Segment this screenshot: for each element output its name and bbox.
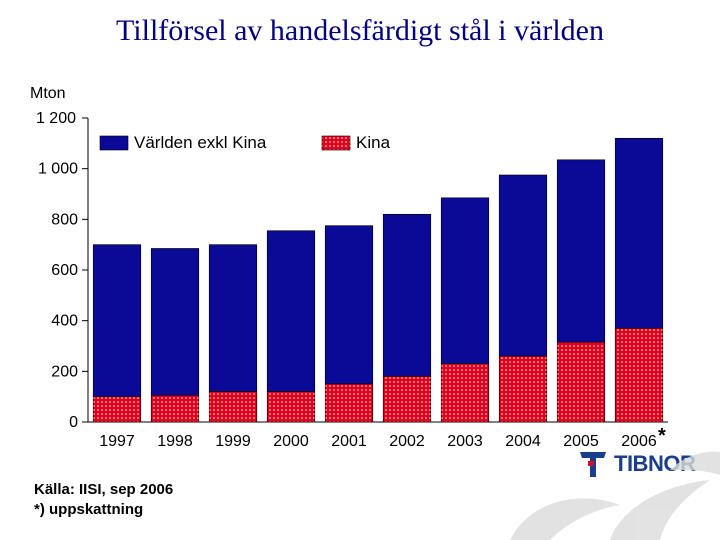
y-tick-label: 1 000 bbox=[38, 161, 78, 178]
bar-china bbox=[382, 376, 432, 423]
x-tick-label: 2003 bbox=[447, 433, 483, 450]
legend-china-swatch bbox=[321, 135, 351, 151]
bar-china bbox=[266, 391, 316, 423]
bar-world-ex-china bbox=[92, 244, 142, 397]
y-tick-label: 200 bbox=[51, 363, 78, 380]
legend-world-ex-china-swatch bbox=[99, 135, 129, 151]
bar-world-ex-china bbox=[614, 137, 664, 329]
x-tick-label: 1998 bbox=[157, 433, 193, 450]
tibnor-logo-icon bbox=[580, 452, 606, 477]
y-tick-label: 600 bbox=[51, 262, 78, 279]
chart-title: Tillförsel av handelsfärdigt stål i värl… bbox=[116, 14, 604, 47]
tibnor-logo: TIBNOR bbox=[578, 448, 696, 480]
x-tick-label: 1997 bbox=[99, 433, 135, 450]
y-tick-label: 400 bbox=[51, 313, 78, 330]
x-tick-label: 1999 bbox=[215, 433, 251, 450]
x-tick-label: 2005 bbox=[563, 433, 599, 450]
y-axis-unit-label: Mton bbox=[30, 85, 66, 102]
bar-world-ex-china bbox=[150, 248, 200, 396]
bar-china bbox=[556, 341, 606, 423]
legend-world-ex-china-label: Världen exkl Kina bbox=[134, 133, 267, 152]
bar-world-ex-china bbox=[266, 230, 316, 392]
bar-china bbox=[614, 327, 664, 423]
bar-china bbox=[92, 396, 142, 423]
x-tick-label: 2006 bbox=[621, 433, 657, 450]
source-note: Källa: IISI, sep 2006 *) uppskattning bbox=[34, 480, 173, 520]
bar-china bbox=[324, 383, 374, 423]
y-tick-label: 1 200 bbox=[36, 110, 76, 127]
estimate-marker: * bbox=[658, 425, 666, 447]
bar-world-ex-china bbox=[556, 159, 606, 343]
bar-china bbox=[208, 391, 258, 423]
footnote-text: *) uppskattning bbox=[34, 501, 144, 518]
bar-world-ex-china bbox=[382, 213, 432, 377]
source-text: Källa: IISI, sep 2006 bbox=[34, 481, 174, 498]
bar-world-ex-china bbox=[324, 225, 374, 385]
x-tick-label: 2004 bbox=[505, 433, 541, 450]
bar-world-ex-china bbox=[208, 244, 258, 392]
y-axis-unit: Mton bbox=[30, 85, 66, 103]
legend-china-label: Kina bbox=[356, 133, 391, 152]
bar-china bbox=[498, 355, 548, 423]
x-tick-label: 2001 bbox=[331, 433, 367, 450]
x-tick-label: 2000 bbox=[273, 433, 309, 450]
y-tick-label: 0 bbox=[69, 414, 78, 431]
leaf-decoration bbox=[510, 451, 720, 540]
bar-china bbox=[440, 363, 490, 423]
x-tick-label: 2002 bbox=[389, 433, 425, 450]
bar-world-ex-china bbox=[498, 174, 548, 357]
y-tick-label: 800 bbox=[51, 211, 78, 228]
bar-china bbox=[150, 395, 200, 423]
bar-world-ex-china bbox=[440, 197, 490, 365]
